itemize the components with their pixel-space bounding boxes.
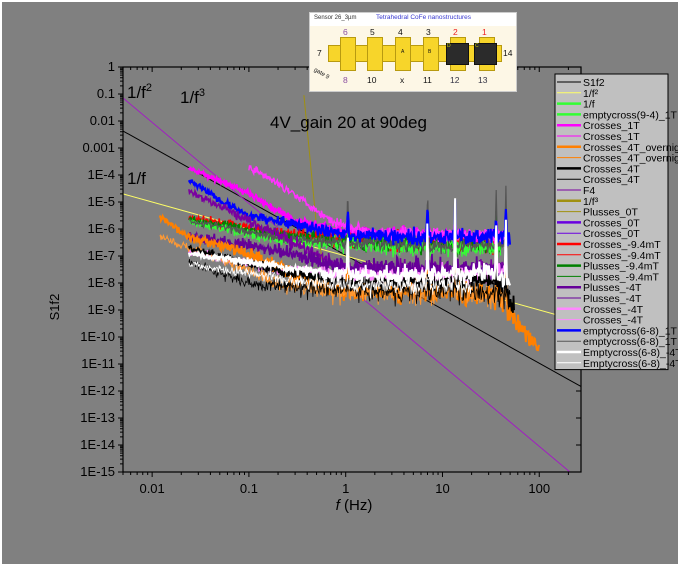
inset-sensor: Sensor 26_3µm <box>314 15 357 21</box>
y-tick-label: 1E-9 <box>88 302 115 317</box>
data-series-line <box>187 179 512 248</box>
legend-item: S1f2 <box>557 77 605 89</box>
legend-label: Crosses_-9.4mT <box>583 239 661 251</box>
legend-label: Emptycross(6-8)_-4T <box>583 347 678 359</box>
legend-item: Plusses_0T <box>557 207 638 219</box>
legend-label: Crosses_-4T <box>583 315 644 327</box>
legend-item: emptycross(9-4)_1T <box>557 109 678 121</box>
x-tick-label: 0.01 <box>139 481 164 496</box>
legend-item: Crosses_1T <box>557 131 640 143</box>
data-series-line <box>187 198 512 288</box>
y-axis-label: S1f2 <box>47 294 62 321</box>
y-tick-label: 0.001 <box>82 140 115 155</box>
legend-item: Emptycross(6-8)_-4T <box>557 358 678 370</box>
legend-label: Plusses_-9.4mT <box>583 271 659 283</box>
y-tick-label: 1E-11 <box>81 356 115 371</box>
slope-label-f1: 1/f <box>127 169 146 188</box>
legend-item: emptycross(6-8)_1T <box>557 325 678 337</box>
legend-label: Crosses_0T <box>583 228 640 240</box>
legend-item: Plusses_-9.4mT <box>557 271 659 283</box>
legend-item: Crosses_4T_overnight <box>557 142 678 154</box>
legend-label: Crosses_4T <box>583 174 640 186</box>
legend-label: Plusses_-9.4mT <box>583 261 659 273</box>
y-tick-label: 0.01 <box>90 113 115 128</box>
slope-label-f3: 1/f3 <box>180 87 205 107</box>
y-tick-label: 1 <box>108 59 115 74</box>
legend-item: Crosses_4T <box>557 174 640 186</box>
x-tick-label: 100 <box>528 481 550 496</box>
x-tick-label: 0.1 <box>240 481 258 496</box>
legend-label: Crosses_1T <box>583 120 640 132</box>
y-tick-label: 1E-5 <box>88 194 115 209</box>
chart-annotation: 4V_gain 20 at 90deg <box>270 113 427 132</box>
data-series-line <box>188 261 472 299</box>
legend-label: Crosses_4T <box>583 163 640 175</box>
y-tick-label: 1E-6 <box>88 221 115 236</box>
y-tick-label: 1E-8 <box>88 275 115 290</box>
y-tick-label: 1E-7 <box>88 248 115 263</box>
x-tick-label: 10 <box>435 481 449 496</box>
legend-item: Crosses_-4T <box>557 315 644 327</box>
legend-item: 1/f <box>557 99 595 111</box>
legend-item: 1/f² <box>557 88 599 100</box>
y-tick-label: 0.1 <box>97 86 115 101</box>
slope-label-f2: 1/f2 <box>127 82 152 102</box>
legend-label: Crosses_1T <box>583 131 640 143</box>
legend-label: Plusses_-4T <box>583 282 642 294</box>
legend-label: Crosses_4T_overnight <box>583 142 678 154</box>
legend-label: Crosses_-4T <box>583 304 644 316</box>
legend-label: emptycross(6-8)_1T <box>583 325 678 337</box>
legend-item: Crosses_4T <box>557 163 640 175</box>
y-tick-label: 1E-12 <box>80 383 115 398</box>
legend-label: Emptycross(6-8)_-4T <box>583 358 678 370</box>
legend-item: Crosses_-4T <box>557 304 644 316</box>
legend-label: emptycross(9-4)_1T <box>583 109 678 121</box>
legend-item: 1/f³ <box>557 196 599 208</box>
legend-item: Plusses_-4T <box>557 282 642 294</box>
legend-label: F4 <box>583 185 595 197</box>
legend-item: Plusses_-9.4mT <box>557 261 659 273</box>
legend-item: Crosses_-9.4mT <box>557 239 661 251</box>
legend-label: 1/f² <box>583 88 599 100</box>
legend-label: Crosses_0T <box>583 217 640 229</box>
device-inset-image: Sensor 26_3µm Tetrahedral CoFe nanostruc… <box>309 12 517 92</box>
y-tick-label: 1E-15 <box>80 464 115 479</box>
legend-label: Crosses_-9.4mT <box>583 250 661 262</box>
legend-item: Crosses_-9.4mT <box>557 250 661 262</box>
legend-label: S1f2 <box>583 77 605 89</box>
legend-item: Crosses_4T_overnight <box>557 153 678 165</box>
legend: S1f21/f²1/femptycross(9-4)_1TCrosses_1TC… <box>554 73 678 371</box>
legend-item: F4 <box>557 185 595 197</box>
legend-item: Crosses_0T <box>557 228 640 240</box>
legend-label: Plusses_0T <box>583 207 638 219</box>
inset-title: Tetrahedral CoFe nanostructures <box>376 14 472 21</box>
legend-item: Crosses_1T <box>557 120 640 132</box>
x-tick-label: 1 <box>342 481 349 496</box>
legend-label: 1/f <box>583 99 595 111</box>
y-tick-label: 1E-14 <box>80 437 115 452</box>
y-tick-label: 1E-4 <box>88 167 115 182</box>
legend-item: Emptycross(6-8)_-4T <box>557 347 678 359</box>
y-tick-label: 1E-13 <box>80 410 115 425</box>
legend-item: Crosses_0T <box>557 217 640 229</box>
legend-item: Plusses_-4T <box>557 293 642 305</box>
legend-item: emptycross(6-8)_1T <box>557 336 678 348</box>
legend-label: 1/f³ <box>583 196 599 208</box>
legend-label: Crosses_4T_overnight <box>583 153 678 165</box>
x-axis-label: f (Hz) <box>336 497 373 514</box>
legend-label: emptycross(6-8)_1T <box>583 336 678 348</box>
y-tick-label: 1E-10 <box>80 329 115 344</box>
legend-label: Plusses_-4T <box>583 293 642 305</box>
